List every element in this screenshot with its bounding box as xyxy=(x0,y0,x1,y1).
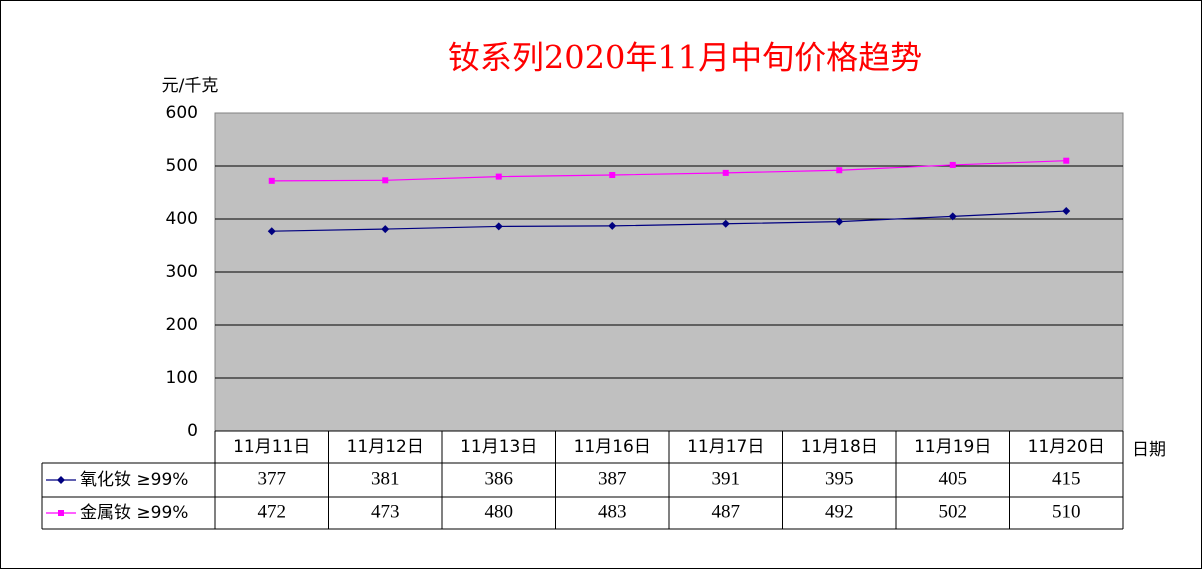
marker xyxy=(609,172,616,179)
table-value: 510 xyxy=(1052,501,1081,522)
table-value: 472 xyxy=(258,501,287,522)
x-tick-label: 11月19日 xyxy=(914,437,991,457)
table-value: 483 xyxy=(598,501,627,522)
table-value: 415 xyxy=(1052,468,1081,489)
x-tick-label: 11月11日 xyxy=(233,437,310,457)
y-tick-label: 0 xyxy=(187,421,198,441)
table-value: 405 xyxy=(939,468,968,489)
y-tick-label: 400 xyxy=(166,209,198,229)
y-tick-label: 100 xyxy=(166,368,198,388)
marker xyxy=(835,217,844,226)
table-value: 473 xyxy=(371,501,400,522)
y-axis-label: 元/千克 xyxy=(162,76,219,96)
y-tick-label: 600 xyxy=(166,103,198,123)
y-tick-label: 300 xyxy=(166,262,198,282)
marker xyxy=(381,225,390,234)
marker xyxy=(1062,207,1071,216)
marker xyxy=(949,161,956,168)
legend-marker xyxy=(57,476,65,484)
marker xyxy=(267,227,276,236)
table-value: 381 xyxy=(371,468,400,489)
table-value: 377 xyxy=(258,468,287,489)
marker xyxy=(722,169,729,176)
table-value: 387 xyxy=(598,468,627,489)
y-tick-label: 200 xyxy=(166,315,198,335)
x-tick-label: 11月20日 xyxy=(1028,437,1105,457)
x-tick-label: 11月17日 xyxy=(687,437,764,457)
marker xyxy=(948,212,957,221)
table-value: 492 xyxy=(825,501,854,522)
table-value: 395 xyxy=(825,468,854,489)
series-line xyxy=(271,210,1067,232)
x-tick-label: 11月12日 xyxy=(347,437,424,457)
marker xyxy=(268,177,275,184)
marker xyxy=(382,177,389,184)
marker xyxy=(836,167,843,174)
marker xyxy=(721,219,730,228)
legend-label: 金属钕 ≥99% xyxy=(80,503,188,523)
marker xyxy=(494,222,503,231)
legend-marker xyxy=(58,510,64,516)
table-value: 502 xyxy=(939,501,968,522)
chart-title: 钕系列2020年11月中旬价格趋势 xyxy=(448,39,922,77)
y-tick-label: 500 xyxy=(166,156,198,176)
marker xyxy=(608,221,617,230)
table-value: 480 xyxy=(485,501,514,522)
x-tick-label: 11月16日 xyxy=(574,437,651,457)
table-value: 386 xyxy=(485,468,514,489)
x-tick-label: 11月13日 xyxy=(460,437,537,457)
table-value: 391 xyxy=(712,468,741,489)
series-line xyxy=(271,160,1067,182)
legend-label: 氧化钕 ≥99% xyxy=(80,470,188,490)
x-axis-label: 日期 xyxy=(1132,440,1166,460)
table-value: 487 xyxy=(712,501,741,522)
x-tick-label: 11月18日 xyxy=(801,437,878,457)
marker xyxy=(495,173,502,180)
marker xyxy=(1063,157,1070,164)
